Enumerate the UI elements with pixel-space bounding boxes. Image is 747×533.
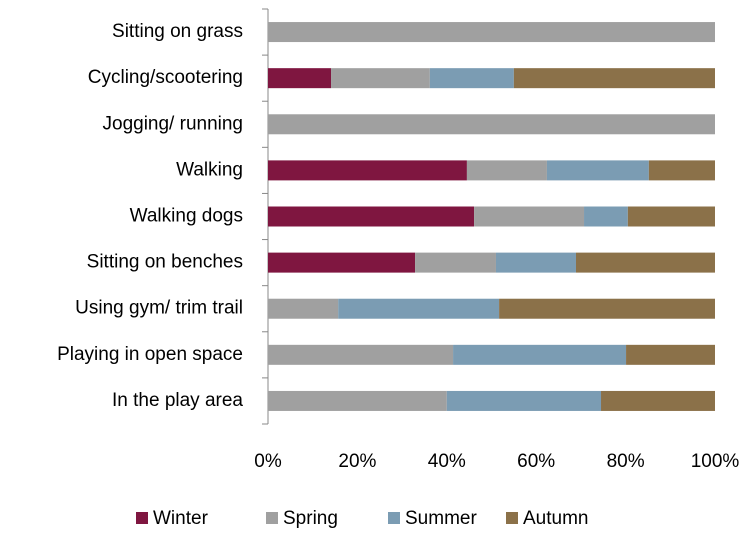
bar-segment <box>268 252 416 273</box>
legend-label: Winter <box>153 508 209 529</box>
x-tick-label: 20% <box>338 451 376 472</box>
bar-segment <box>575 252 715 273</box>
bar-segment <box>268 298 339 319</box>
bar-segment <box>331 68 430 89</box>
bar-segment <box>429 68 514 89</box>
bar-segment <box>466 160 547 181</box>
legend-swatch <box>506 512 518 524</box>
legend-label: Autumn <box>523 508 588 529</box>
y-tick-label: Playing in open space <box>57 344 243 365</box>
bar-segment <box>268 68 332 89</box>
bar-segment <box>268 390 447 411</box>
bar-segment <box>584 206 628 227</box>
x-tick-label: 0% <box>254 451 282 472</box>
y-tick-label: In the play area <box>112 390 243 411</box>
y-tick-label: Using gym/ trim trail <box>75 298 243 319</box>
bar-segment <box>513 68 715 89</box>
bar-segment <box>446 390 602 411</box>
bar-segment <box>415 252 496 273</box>
y-tick-label: Sitting on grass <box>112 21 243 42</box>
x-tick-label: 60% <box>517 451 555 472</box>
bar-segment <box>648 160 715 181</box>
x-tick-label: 80% <box>607 451 645 472</box>
y-tick-label: Walking <box>176 159 243 180</box>
bar-segment <box>495 252 576 273</box>
bar-segment <box>453 344 627 365</box>
bar-segment <box>474 206 585 227</box>
y-tick-label: Cycling/scootering <box>88 67 243 88</box>
bar-segment <box>499 298 715 319</box>
bar-segment <box>338 298 500 319</box>
y-tick-label: Jogging/ running <box>103 113 244 134</box>
legend-label: Summer <box>405 508 477 529</box>
bar-segment <box>268 114 715 135</box>
bar-segment <box>546 160 649 181</box>
bar-segment <box>268 206 475 227</box>
bar-segment <box>268 344 454 365</box>
legend-swatch <box>266 512 278 524</box>
bar-segment <box>627 206 715 227</box>
y-tick-label: Sitting on benches <box>87 252 243 273</box>
bar-segment <box>268 22 715 43</box>
x-tick-label: 40% <box>428 451 466 472</box>
y-tick-label: Walking dogs <box>130 206 243 227</box>
legend-swatch <box>136 512 148 524</box>
bar-segment <box>268 160 467 181</box>
bar-segment <box>626 344 715 365</box>
bar-segment <box>601 390 715 411</box>
legend-label: Spring <box>283 508 338 529</box>
x-tick-label: 100% <box>691 451 740 472</box>
legend-swatch <box>388 512 400 524</box>
